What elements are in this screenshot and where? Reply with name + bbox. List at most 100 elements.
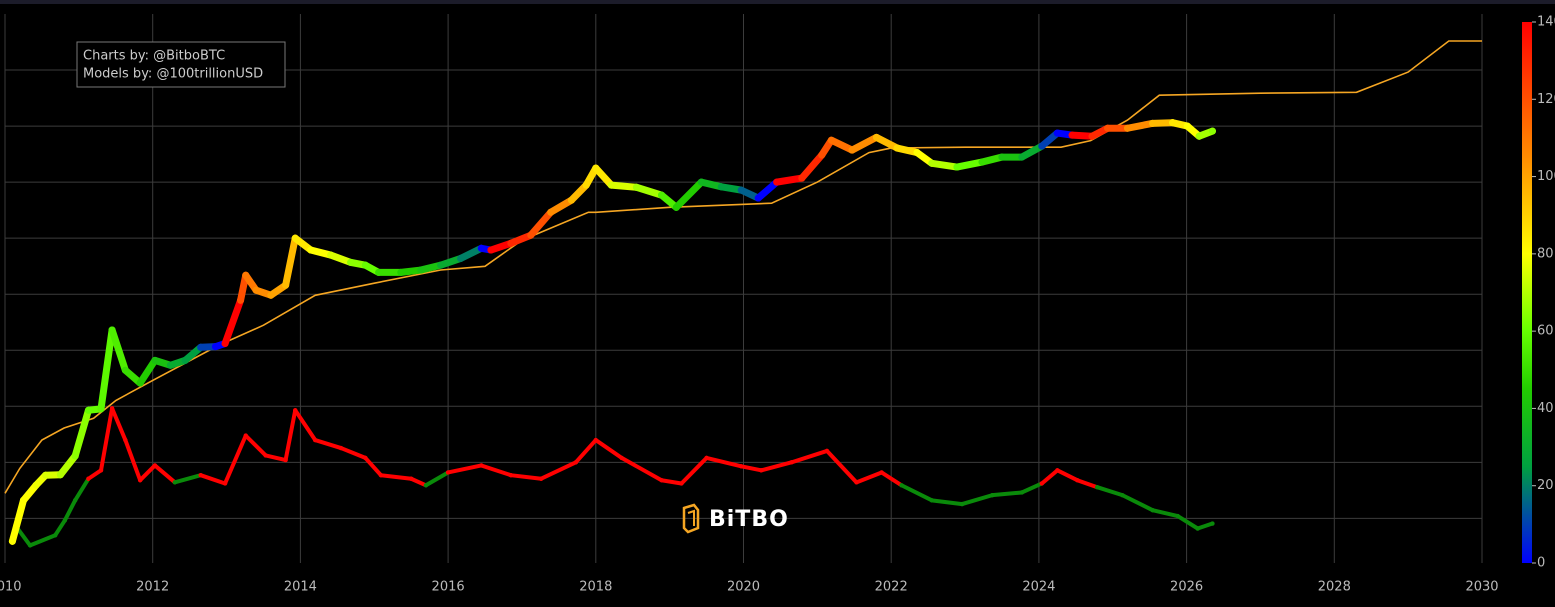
series-segment (28, 533, 58, 548)
x-tick-label: 2028 (1318, 580, 1351, 595)
series-segment (679, 455, 709, 486)
series-segment (409, 476, 428, 488)
logo-icon (682, 503, 700, 534)
point (704, 455, 709, 461)
point (929, 498, 935, 503)
point (1038, 142, 1046, 150)
point (42, 471, 50, 479)
point (375, 268, 383, 276)
point (197, 343, 205, 351)
series-segment (363, 455, 383, 478)
point (619, 455, 624, 461)
point (312, 437, 318, 443)
series-segment (1124, 119, 1157, 132)
series-segment (110, 406, 128, 443)
series-segment (798, 151, 826, 182)
point (893, 144, 901, 152)
x-tick-label: 2016 (432, 580, 465, 595)
x-tick-label: 2010 (0, 580, 22, 595)
point (84, 406, 92, 414)
series-segment (339, 446, 368, 460)
point (62, 518, 68, 523)
series-segment (704, 455, 744, 469)
series-segment (62, 498, 78, 523)
series-segment (313, 438, 344, 451)
point (291, 234, 299, 242)
point (166, 361, 174, 369)
point (547, 208, 555, 216)
point (283, 457, 288, 463)
series-segment (872, 133, 901, 152)
x-tick-label: 2014 (284, 580, 317, 595)
point (71, 452, 79, 460)
point (848, 146, 856, 154)
point (282, 281, 290, 289)
series-segment (824, 448, 859, 485)
model-line (4, 40, 1482, 494)
point (263, 453, 268, 458)
series-segment (739, 464, 764, 473)
point (243, 433, 248, 438)
series-segment (759, 460, 794, 473)
series-segment (221, 296, 245, 348)
series-segment (632, 183, 666, 199)
point (222, 481, 228, 486)
series-segment (293, 408, 318, 443)
series-segment (172, 473, 203, 485)
point (1208, 127, 1216, 135)
point (798, 174, 806, 182)
grid: 2010 2012 2014 2016 2018 2020 2022 2024 2026 2028… (0, 14, 1499, 595)
point (136, 379, 144, 387)
series-segment (1055, 468, 1080, 483)
x-tick-label: 2012 (136, 580, 169, 595)
series-segment (73, 476, 91, 503)
series-segment (1075, 478, 1100, 490)
point (137, 478, 143, 483)
point (1104, 124, 1112, 132)
point (347, 258, 355, 266)
series-segment (567, 181, 590, 204)
colorbar (1522, 22, 1532, 563)
point (1019, 490, 1025, 495)
point (252, 286, 260, 294)
series-segment (487, 239, 515, 254)
point (899, 483, 904, 488)
series-segment (263, 453, 288, 463)
point (527, 231, 535, 239)
series-segment (1095, 485, 1125, 498)
point (98, 468, 104, 473)
point (1039, 481, 1045, 486)
point (582, 181, 590, 189)
annotation: Charts by: @BitboBTC (83, 49, 225, 64)
point (1149, 119, 1157, 127)
point (773, 178, 781, 186)
series-segment (607, 181, 640, 191)
x-tick-label: 2026 (1170, 580, 1203, 595)
series-segment (1018, 142, 1046, 161)
colorbar-tick-label: 60 (1537, 324, 1554, 339)
series-segment (1019, 481, 1044, 495)
point (592, 164, 600, 172)
point (72, 498, 78, 503)
point (1018, 153, 1026, 161)
series-segment (71, 406, 92, 460)
point (32, 481, 40, 489)
point (1150, 508, 1155, 513)
point (338, 445, 344, 451)
point (1120, 492, 1125, 498)
point (445, 470, 451, 475)
point (19, 496, 27, 504)
series-segment (53, 518, 67, 538)
point (913, 149, 921, 157)
point (737, 186, 745, 194)
series-segment (990, 490, 1024, 498)
annotation: Models by: @100trillionUSD (83, 67, 263, 82)
point (879, 470, 884, 475)
series-segment (508, 473, 544, 481)
point (697, 178, 705, 186)
point (1068, 131, 1076, 139)
point (108, 326, 116, 334)
series-segment (848, 133, 880, 154)
point (53, 533, 58, 538)
